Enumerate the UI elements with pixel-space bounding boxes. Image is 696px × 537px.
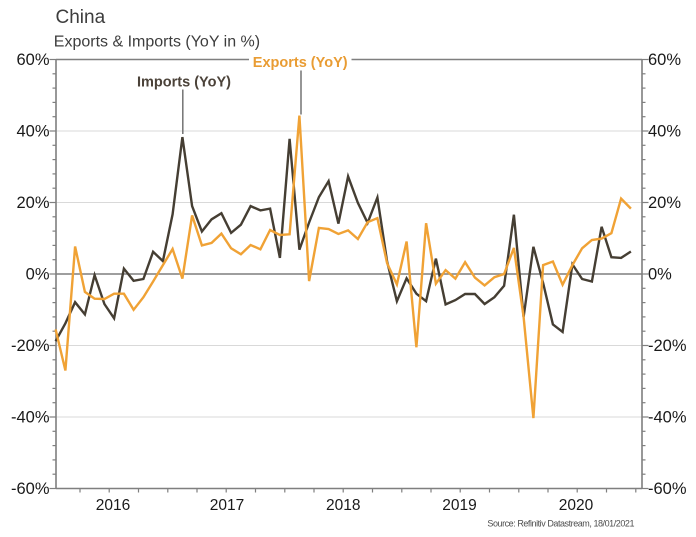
svg-text:Exports (YoY): Exports (YoY) bbox=[253, 55, 348, 71]
svg-text:2019: 2019 bbox=[442, 497, 476, 514]
svg-text:2016: 2016 bbox=[96, 497, 130, 514]
svg-text:20%: 20% bbox=[648, 194, 681, 212]
svg-text:2018: 2018 bbox=[326, 497, 360, 514]
svg-text:60%: 60% bbox=[648, 51, 681, 69]
svg-text:-40%: -40% bbox=[648, 409, 687, 427]
svg-text:40%: 40% bbox=[648, 123, 681, 141]
svg-text:2017: 2017 bbox=[210, 497, 244, 514]
svg-text:-60%: -60% bbox=[648, 480, 687, 498]
svg-text:-40%: -40% bbox=[11, 409, 50, 427]
svg-text:Source: Refinitiv Datastream,: Source: Refinitiv Datastream, 18/01/2021 bbox=[487, 519, 634, 529]
svg-text:40%: 40% bbox=[16, 123, 49, 141]
svg-text:-20%: -20% bbox=[648, 337, 687, 355]
svg-text:Imports (YoY): Imports (YoY) bbox=[137, 75, 231, 91]
svg-text:2020: 2020 bbox=[559, 497, 594, 514]
svg-text:-60%: -60% bbox=[11, 480, 50, 498]
svg-text:60%: 60% bbox=[16, 51, 49, 69]
svg-text:0%: 0% bbox=[648, 266, 672, 284]
svg-text:-20%: -20% bbox=[11, 337, 50, 355]
svg-text:0%: 0% bbox=[26, 266, 50, 284]
svg-text:China: China bbox=[56, 7, 106, 28]
svg-text:Exports & Imports (YoY in %): Exports & Imports (YoY in %) bbox=[54, 33, 260, 50]
svg-text:20%: 20% bbox=[16, 194, 49, 212]
